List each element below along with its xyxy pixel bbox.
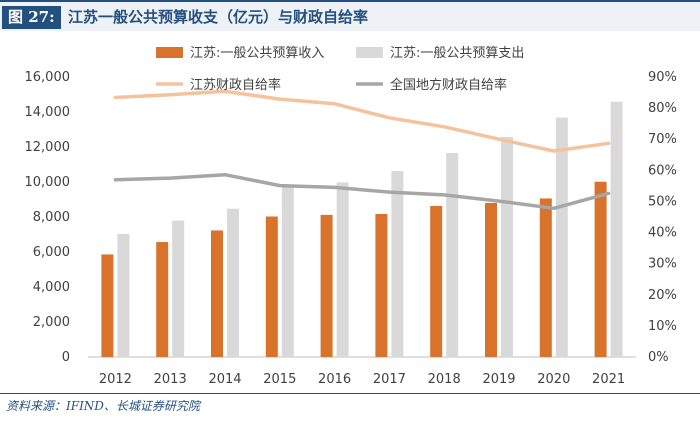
source-note: 资料来源：IFIND、长城证券研究院 bbox=[6, 399, 200, 413]
bar-revenue-2019 bbox=[485, 202, 497, 357]
figure-title-bar: 图 27: 江苏一般公共预算收支（亿元）与财政自给率 bbox=[0, 0, 700, 31]
y-right-tick-label: 90% bbox=[648, 70, 677, 85]
x-tick-label: 2021 bbox=[592, 372, 625, 387]
y-left-tick-label: 16,000 bbox=[25, 70, 71, 85]
x-tick-label: 2013 bbox=[154, 372, 187, 387]
y-right-tick-label: 70% bbox=[648, 132, 677, 147]
bar-revenue-2020 bbox=[539, 198, 552, 357]
legend-expenditure-swatch bbox=[356, 47, 383, 58]
y-right-tick-label: 60% bbox=[648, 163, 677, 178]
bar-revenue-2016 bbox=[320, 214, 333, 357]
figure-title: 江苏一般公共预算收支（亿元）与财政自给率 bbox=[68, 8, 369, 26]
bar-expenditure-2015 bbox=[281, 187, 294, 357]
y-left-tick-label: 0 bbox=[62, 350, 70, 365]
y-right-tick-label: 0% bbox=[648, 350, 669, 365]
x-tick-label: 2019 bbox=[482, 372, 515, 387]
source-divider bbox=[0, 393, 700, 394]
y-right-tick-label: 50% bbox=[648, 194, 677, 209]
x-tick-label: 2015 bbox=[263, 372, 296, 387]
bar-expenditure-2013 bbox=[172, 220, 185, 357]
bar-revenue-2013 bbox=[156, 242, 169, 357]
y-left-tick-label: 10,000 bbox=[25, 175, 71, 190]
y-left-tick-label: 6,000 bbox=[33, 245, 70, 260]
x-tick-label: 2017 bbox=[373, 372, 406, 387]
y-left-tick-label: 12,000 bbox=[25, 140, 71, 155]
y-right-tick-label: 10% bbox=[648, 319, 677, 334]
bar-expenditure-2016 bbox=[336, 182, 349, 357]
chart: 0 2,000 4,000 6,000 8,000 10,000 12,000 14,000 1… bbox=[25, 45, 677, 387]
line-jiangsu-self-sufficiency bbox=[113, 89, 611, 153]
x-tick-label: 2014 bbox=[208, 372, 241, 387]
bar-revenue-2015 bbox=[265, 216, 278, 357]
x-tick-label: 2012 bbox=[99, 372, 132, 387]
legend-expenditure-label: 江苏:一般公共预算支出 bbox=[390, 45, 524, 61]
y-left-tick-label: 2,000 bbox=[33, 315, 70, 330]
bar-revenue-2014 bbox=[211, 230, 223, 357]
y-right-tick-label: 30% bbox=[648, 257, 677, 272]
y-left-tick-label: 14,000 bbox=[25, 105, 71, 120]
line-national-self-sufficiency bbox=[113, 172, 611, 211]
bar-expenditure-2020 bbox=[555, 117, 568, 357]
bar-expenditure-2019 bbox=[501, 136, 513, 357]
bar-expenditure-2017 bbox=[391, 171, 404, 357]
bar-revenue-2017 bbox=[375, 213, 388, 357]
bar-revenue-2018 bbox=[430, 205, 443, 357]
x-tick-label: 2020 bbox=[537, 372, 570, 387]
bar-expenditure-2018 bbox=[446, 152, 459, 357]
y-left-tick-label: 8,000 bbox=[33, 210, 70, 225]
legend-revenue-label: 江苏:一般公共预算收入 bbox=[190, 45, 324, 61]
y-right-tick-label: 40% bbox=[648, 226, 677, 241]
x-tick-label: 2016 bbox=[318, 372, 351, 387]
legend-jiangsu-ratio-label: 江苏财政自给率 bbox=[190, 77, 281, 93]
y-right-tick-label: 20% bbox=[648, 288, 677, 303]
legend-national-ratio-label: 全国地方财政自给率 bbox=[390, 77, 507, 93]
bar-expenditure-2014 bbox=[227, 208, 239, 357]
bar-expenditure-2021 bbox=[610, 101, 623, 358]
x-tick-label: 2018 bbox=[428, 372, 461, 387]
y-right-tick-label: 80% bbox=[648, 101, 677, 116]
bar-expenditure-2012 bbox=[117, 234, 130, 357]
bar-revenue-2021 bbox=[594, 181, 607, 357]
legend-revenue-swatch bbox=[156, 47, 183, 58]
figure-label: 图 27: bbox=[2, 6, 61, 29]
y-left-tick-label: 4,000 bbox=[33, 280, 70, 295]
bar-revenue-2012 bbox=[101, 254, 114, 357]
